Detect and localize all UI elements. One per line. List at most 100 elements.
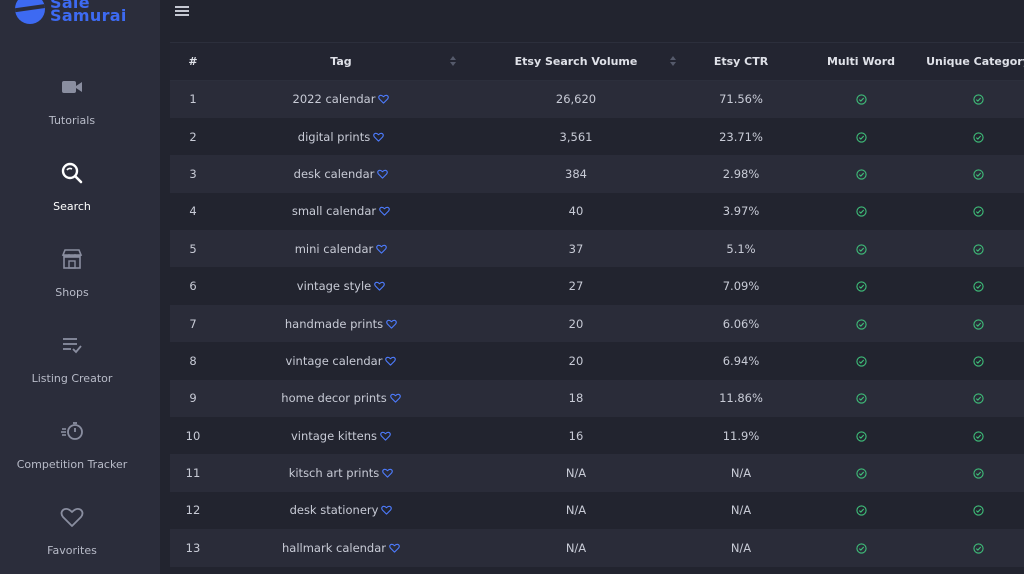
tag-text[interactable]: vintage kittens xyxy=(290,428,378,443)
table-row[interactable]: 10 vintage kittens 16 11.9% xyxy=(170,417,1024,455)
table-row[interactable]: 13 hallmark calendar N/A N/A xyxy=(170,529,1024,567)
tag-text[interactable]: mini calendar xyxy=(294,241,374,256)
favorite-heart-icon[interactable] xyxy=(389,393,401,403)
multi-word-cell xyxy=(796,81,926,118)
unique-category-cell xyxy=(926,492,1024,529)
tag-text[interactable]: desk stationery xyxy=(289,503,379,518)
tag-text[interactable]: handmade prints xyxy=(284,316,384,331)
unique-category-cell xyxy=(926,417,1024,454)
tag-cell: vintage style xyxy=(216,267,466,304)
sidebar-item-shops[interactable]: Shops xyxy=(0,246,144,326)
table-row[interactable]: 4 small calendar 40 3.97% xyxy=(170,192,1024,231)
favorite-heart-icon[interactable] xyxy=(385,356,397,366)
stopwatch-icon xyxy=(59,418,85,444)
favorite-heart-icon[interactable] xyxy=(378,94,390,105)
sidebar-item-label: Search xyxy=(53,200,91,213)
table-row[interactable]: 1 2022 calendar 26,620 71.56% xyxy=(170,80,1024,118)
tag-text[interactable]: digital prints xyxy=(297,129,371,144)
sort-icon[interactable] xyxy=(670,56,676,68)
tag-cell: kitsch art prints xyxy=(216,454,466,491)
sidebar-item-label: Shops xyxy=(55,286,89,299)
favorite-heart-icon[interactable] xyxy=(373,132,385,142)
row-number: 3 xyxy=(189,166,197,181)
sort-icon[interactable] xyxy=(450,56,456,68)
tag-cell: handmade prints xyxy=(216,305,466,342)
tag-cell: vintage calendar xyxy=(216,342,466,379)
sidebar-item-competition-tracker[interactable]: Competition Tracker xyxy=(0,418,144,498)
table-row[interactable]: 3 desk calendar 384 2.98% xyxy=(170,155,1024,193)
column-header-search-volume[interactable]: Etsy Search Volume xyxy=(466,42,686,81)
table-row[interactable]: 9 home decor prints 18 11.86% xyxy=(170,379,1024,418)
ctr-cell: N/A xyxy=(730,503,752,518)
table-row[interactable]: 11 kitsch art prints N/A N/A xyxy=(170,454,1024,492)
row-number: 4 xyxy=(189,204,197,219)
multi-word-cell xyxy=(796,417,926,454)
brand-logo[interactable]: Sale Samurai xyxy=(15,0,127,24)
favorite-heart-icon[interactable] xyxy=(374,281,386,291)
tag-text[interactable]: desk calendar xyxy=(293,166,375,181)
tag-text[interactable]: home decor prints xyxy=(281,391,387,406)
column-header-tag[interactable]: Tag xyxy=(216,42,466,81)
check-circle-icon xyxy=(855,169,867,180)
table-row[interactable]: 2 digital prints 3,561 23.71% xyxy=(170,117,1024,156)
check-circle-icon xyxy=(972,169,984,180)
favorite-heart-icon[interactable] xyxy=(382,468,394,478)
table-row[interactable]: 8 vintage calendar 20 6.94% xyxy=(170,342,1024,380)
sidebar-item-listing-creator[interactable]: Listing Creator xyxy=(0,332,144,412)
sidebar-item-search[interactable]: Search xyxy=(0,160,144,240)
column-header-number[interactable]: # xyxy=(170,42,216,81)
favorite-heart-icon[interactable] xyxy=(377,169,389,179)
multi-word-cell xyxy=(796,305,926,342)
column-header-unique-category[interactable]: Unique Category xyxy=(926,42,1024,81)
ctr-cell: 6.06% xyxy=(722,316,760,331)
tag-text[interactable]: hallmark calendar xyxy=(281,540,387,555)
check-circle-icon xyxy=(972,281,984,292)
search-volume-cell: 27 xyxy=(568,279,584,294)
unique-category-cell xyxy=(926,193,1024,230)
search-volume-cell: 384 xyxy=(565,166,587,181)
tag-text[interactable]: kitsch art prints xyxy=(288,466,380,481)
table-row[interactable]: 12 desk stationery N/A N/A xyxy=(170,491,1024,530)
multi-word-cell xyxy=(796,454,926,491)
unique-category-cell xyxy=(926,305,1024,342)
ctr-cell: N/A xyxy=(730,540,752,555)
tag-text[interactable]: small calendar xyxy=(291,204,377,219)
sidebar-item-favorites[interactable]: Favorites xyxy=(0,504,144,574)
check-circle-icon xyxy=(972,131,984,143)
tag-cell: vintage kittens xyxy=(216,417,466,454)
table-row[interactable]: 7 handmade prints 20 6.06% xyxy=(170,304,1024,343)
row-number: 8 xyxy=(189,353,197,368)
ctr-cell: 11.86% xyxy=(719,391,763,406)
table-row[interactable]: 5 mini calendar 37 5.1% xyxy=(170,230,1024,268)
ctr-cell: 3.97% xyxy=(722,204,760,219)
tag-text[interactable]: 2022 calendar xyxy=(292,92,376,107)
favorite-heart-icon[interactable] xyxy=(386,319,397,329)
column-header-multi-word[interactable]: Multi Word xyxy=(796,42,926,81)
favorite-heart-icon[interactable] xyxy=(376,244,388,254)
column-header-ctr[interactable]: Etsy CTR xyxy=(686,42,796,81)
sidebar-item-tutorials[interactable]: Tutorials xyxy=(0,74,144,154)
tag-text[interactable]: vintage style xyxy=(296,279,372,294)
row-number: 7 xyxy=(189,316,197,331)
sidebar: Sale Samurai Tutorials Search Shops List… xyxy=(0,0,160,574)
check-circle-icon xyxy=(855,543,867,554)
logo-icon xyxy=(15,0,45,24)
table-row[interactable]: 6 vintage style 27 7.09% xyxy=(170,267,1024,305)
list-check-icon xyxy=(59,332,85,358)
favorite-heart-icon[interactable] xyxy=(381,505,393,516)
favorite-heart-icon[interactable] xyxy=(379,206,390,216)
tag-text[interactable]: vintage calendar xyxy=(285,353,383,368)
search-icon xyxy=(59,160,85,186)
multi-word-cell xyxy=(796,193,926,230)
row-number: 6 xyxy=(189,279,197,294)
unique-category-cell xyxy=(926,81,1024,118)
menu-toggle-button[interactable] xyxy=(174,4,190,18)
favorite-heart-icon[interactable] xyxy=(380,431,391,441)
check-circle-icon xyxy=(972,206,984,217)
unique-category-cell xyxy=(926,267,1024,304)
results-table: # Tag Etsy Search Volume Etsy CTR Multi … xyxy=(170,42,1024,567)
tag-cell: hallmark calendar xyxy=(216,529,466,566)
favorite-heart-icon[interactable] xyxy=(389,543,400,553)
tag-cell: desk stationery xyxy=(216,492,466,529)
multi-word-cell xyxy=(796,492,926,529)
